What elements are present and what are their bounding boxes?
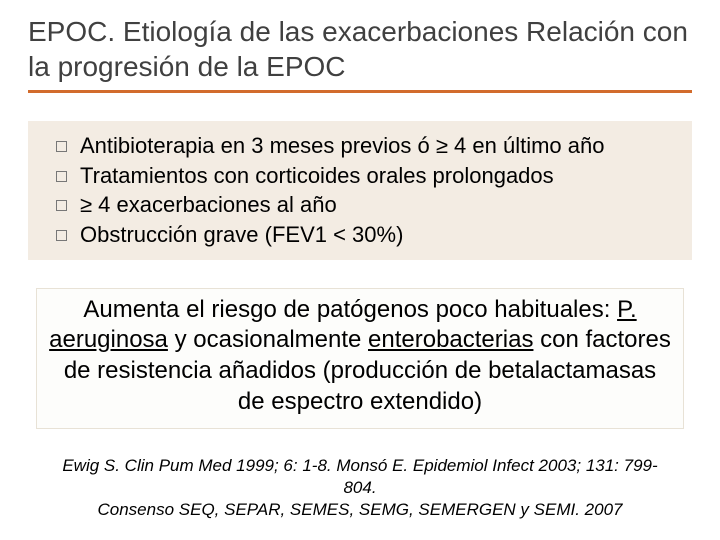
slide-title: EPOC. Etiología de las exacerbaciones Re… (28, 14, 692, 93)
references: Ewig S. Clin Pum Med 1999; 6: 1-8. Monsó… (28, 455, 692, 521)
list-item: Antibioterapia en 3 meses previos ó ≥ 4 … (36, 131, 684, 161)
conclusion-box: Aumenta el riesgo de patógenos poco habi… (36, 288, 684, 429)
slide: EPOC. Etiología de las exacerbaciones Re… (0, 0, 720, 540)
list-item: Obstrucción grave (FEV1 < 30%) (36, 220, 684, 250)
conclusion-text: Aumenta el riesgo de patógenos poco habi… (49, 295, 671, 418)
reference-line: Consenso SEQ, SEPAR, SEMES, SEMG, SEMERG… (48, 499, 672, 521)
text-segment: y ocasionalmente (168, 326, 368, 353)
list-item: Tratamientos con corticoides orales prol… (36, 161, 684, 191)
text-segment: Aumenta el riesgo de patógenos poco habi… (83, 296, 617, 323)
text-underline: enterobacterias (368, 326, 533, 353)
list-item: ≥ 4 exacerbaciones al año (36, 190, 684, 220)
reference-line: Ewig S. Clin Pum Med 1999; 6: 1-8. Monsó… (48, 455, 672, 499)
risk-factors-box: Antibioterapia en 3 meses previos ó ≥ 4 … (28, 121, 692, 260)
risk-factors-list: Antibioterapia en 3 meses previos ó ≥ 4 … (36, 131, 684, 250)
